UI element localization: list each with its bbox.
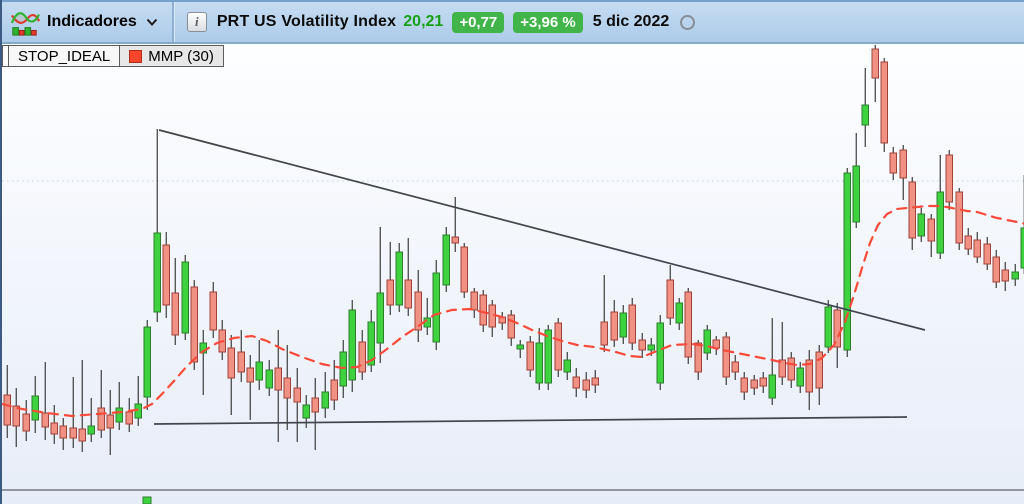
indicator-tabs: STOP_IDEAL MMP (30) bbox=[2, 45, 224, 67]
chevron-down-icon bbox=[146, 18, 158, 26]
mmp-line bbox=[2, 204, 1024, 418]
chart-background bbox=[2, 44, 1024, 504]
info-glyph: i bbox=[195, 14, 199, 29]
tab-stop-ideal-label: STOP_IDEAL bbox=[18, 47, 111, 65]
tab-mmp-label: MMP (30) bbox=[148, 47, 214, 65]
status-circle-icon[interactable] bbox=[680, 14, 696, 30]
instrument-title: PRT US Volatility Index bbox=[216, 13, 397, 30]
mmp-color-swatch bbox=[129, 49, 143, 63]
sub-panel-bar bbox=[142, 496, 152, 504]
info-icon[interactable]: i bbox=[186, 12, 207, 32]
chart-header: Indicadores i PRT US Volatility Index 20… bbox=[2, 0, 1024, 44]
tab-mmp[interactable]: MMP (30) bbox=[119, 45, 224, 67]
quote-date: 5 dic 2022 bbox=[592, 13, 670, 30]
indicators-icon bbox=[10, 12, 40, 36]
indicators-menu-label: Indicadores bbox=[47, 13, 137, 30]
last-price-value: 20,21 bbox=[403, 13, 444, 30]
candles bbox=[3, 45, 1024, 455]
change-absolute-badge: +0,77 bbox=[452, 11, 505, 33]
trendline bbox=[153, 416, 908, 425]
indicators-menu-button[interactable]: Indicadores bbox=[10, 7, 158, 37]
tab-stop-ideal[interactable]: STOP_IDEAL bbox=[8, 45, 121, 67]
chart-area: STOP_IDEAL MMP (30) bbox=[2, 44, 1024, 504]
change-percent-badge: +3,96 % bbox=[513, 11, 583, 33]
header-separator bbox=[171, 2, 175, 42]
price-chart[interactable] bbox=[2, 44, 1024, 504]
trendline bbox=[158, 129, 926, 331]
